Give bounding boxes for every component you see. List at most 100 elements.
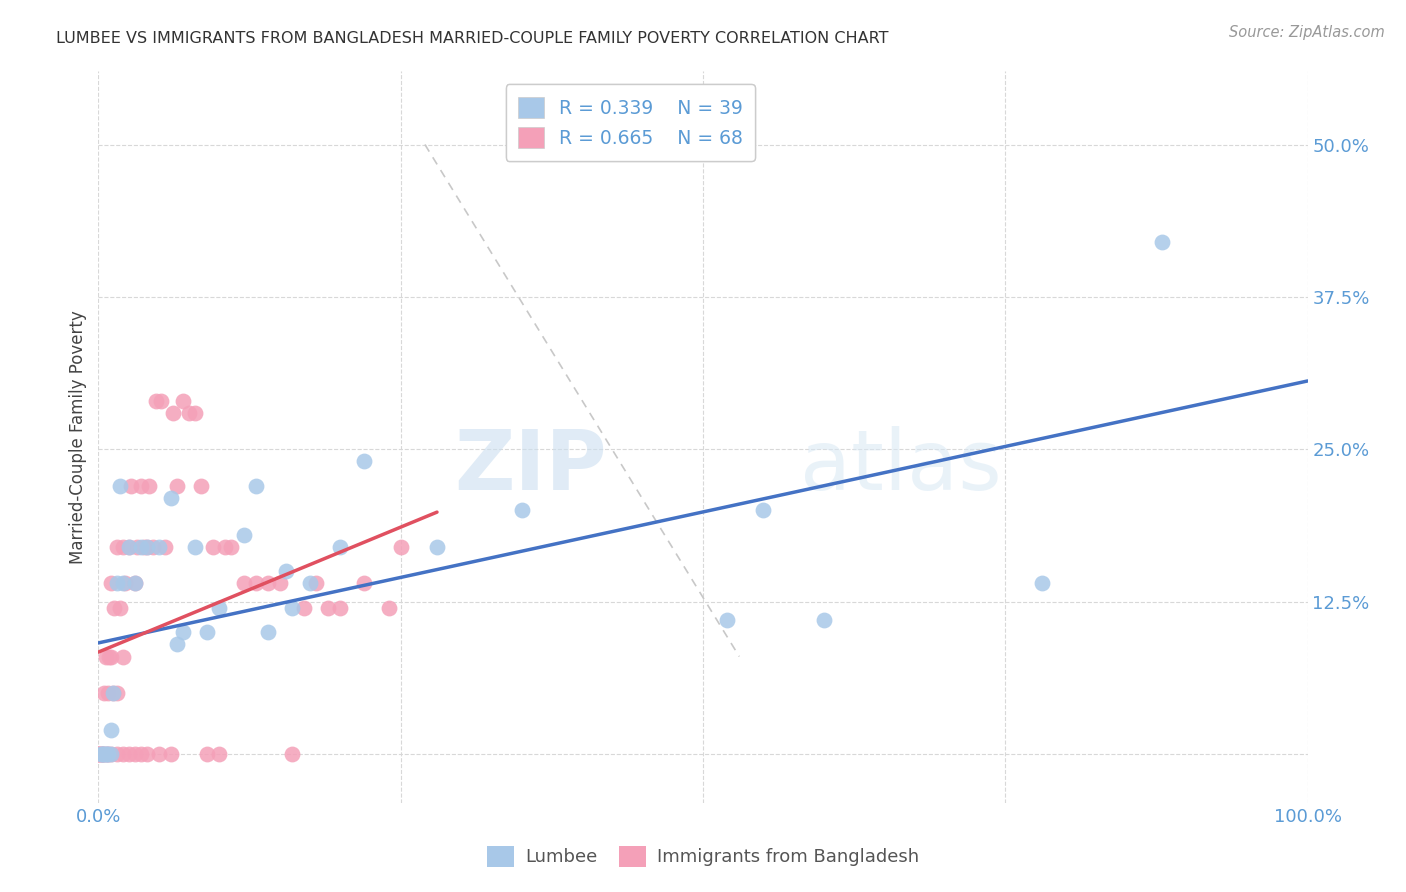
Point [118,540,141,554]
Point [100,723,122,737]
Point [118,540,141,554]
Point [256,576,278,591]
Point [108,600,131,615]
Point [245,576,267,591]
Point [221,540,243,554]
Point [94,747,117,761]
Point [274,564,297,578]
Point [138,479,160,493]
Point [353,576,375,591]
Point [813,613,835,627]
Point [96,747,118,761]
Point [120,479,142,493]
Point [98,649,121,664]
Point [96,747,118,761]
Point [208,600,231,615]
Point [91,747,114,761]
Point [162,406,184,420]
Point [93,747,115,761]
Point [127,540,149,554]
Point [184,540,207,554]
Point [172,393,194,408]
Point [91,747,114,761]
Point [118,747,141,761]
Point [377,600,399,615]
Point [153,540,176,554]
Point [91,747,114,761]
Point [134,540,156,554]
Point [105,576,128,591]
Point [269,576,291,591]
Point [172,625,194,640]
Point [148,747,170,761]
Point [129,747,152,761]
Point [105,686,128,700]
Point [245,479,267,493]
Point [105,540,128,554]
Point [124,576,146,591]
Point [111,649,134,664]
Point [202,540,225,554]
Point [89,747,111,761]
Point [105,747,128,761]
Point [179,406,201,420]
Point [124,576,146,591]
Point [353,454,375,468]
Point [111,576,134,591]
Point [190,479,212,493]
Point [160,491,183,505]
Point [292,600,315,615]
Point [101,686,124,700]
Point [87,747,110,761]
Point [256,625,278,640]
Point [389,540,412,554]
Point [100,649,122,664]
Point [195,625,218,640]
Point [97,747,120,761]
Point [716,613,738,627]
Point [135,540,157,554]
Point [145,393,167,408]
Point [752,503,775,517]
Point [195,747,218,761]
Text: Source: ZipAtlas.com: Source: ZipAtlas.com [1229,25,1385,40]
Point [166,479,188,493]
Point [281,747,304,761]
Point [232,576,254,591]
Point [100,747,122,761]
Point [232,527,254,541]
Point [142,540,165,554]
Legend: R = 0.339    N = 39, R = 0.665    N = 68: R = 0.339 N = 39, R = 0.665 N = 68 [506,85,755,161]
Point [100,747,122,761]
Point [97,747,120,761]
Text: atlas: atlas [800,425,1001,507]
Point [101,686,124,700]
Point [135,747,157,761]
Y-axis label: Married-Couple Family Poverty: Married-Couple Family Poverty [69,310,87,564]
Point [124,747,146,761]
Point [160,747,183,761]
Point [299,576,322,591]
Point [93,747,115,761]
Point [426,540,449,554]
Point [103,600,125,615]
Point [93,686,115,700]
Point [108,479,131,493]
Point [214,540,236,554]
Legend: Lumbee, Immigrants from Bangladesh: Lumbee, Immigrants from Bangladesh [479,838,927,874]
Point [129,479,152,493]
Point [91,747,114,761]
Point [208,747,231,761]
Point [111,540,134,554]
Point [184,406,207,420]
Point [129,540,152,554]
Point [148,540,170,554]
Point [97,686,120,700]
Text: LUMBEE VS IMMIGRANTS FROM BANGLADESH MARRIED-COUPLE FAMILY POVERTY CORRELATION C: LUMBEE VS IMMIGRANTS FROM BANGLADESH MAR… [56,31,889,46]
Point [166,637,188,651]
Point [1031,576,1053,591]
Point [135,540,157,554]
Point [150,393,173,408]
Point [100,576,122,591]
Point [316,600,339,615]
